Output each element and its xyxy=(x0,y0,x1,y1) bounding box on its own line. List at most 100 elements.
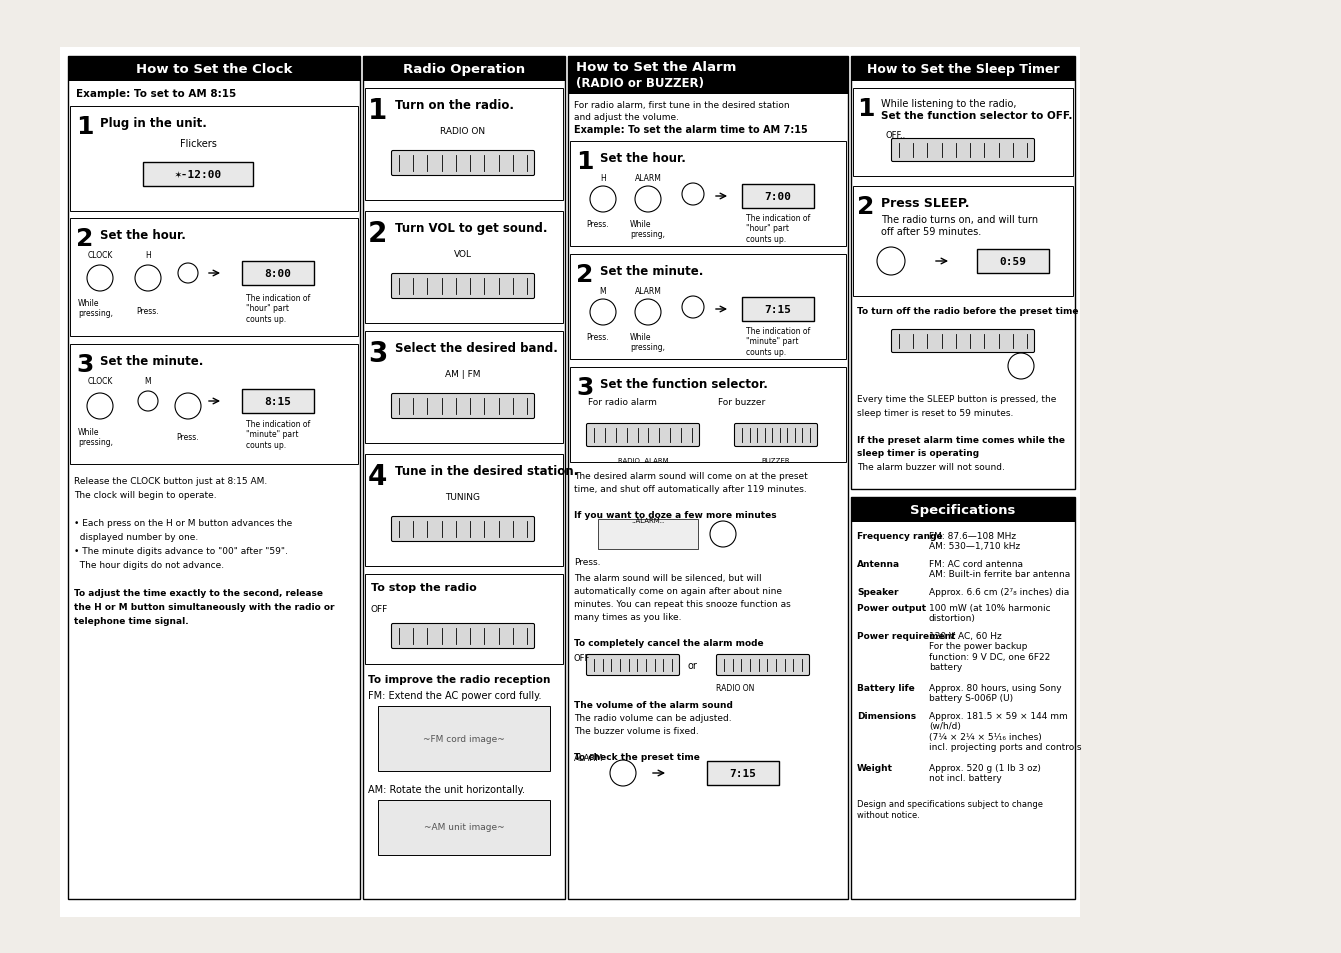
Text: 7:15: 7:15 xyxy=(730,768,756,779)
FancyBboxPatch shape xyxy=(392,624,535,649)
Text: RADIO  ALARM: RADIO ALARM xyxy=(618,457,668,463)
Bar xyxy=(570,254,846,359)
Bar xyxy=(143,163,253,187)
Text: 3: 3 xyxy=(76,353,94,376)
FancyBboxPatch shape xyxy=(892,330,1034,354)
Text: Turn on the radio.: Turn on the radio. xyxy=(396,99,514,112)
Text: Set the minute.: Set the minute. xyxy=(599,265,704,277)
Bar xyxy=(569,57,848,899)
Text: Press.: Press. xyxy=(176,433,198,441)
Bar xyxy=(363,57,565,899)
Text: Approx. 6.6 cm (2⁷₈ inches) dia: Approx. 6.6 cm (2⁷₈ inches) dia xyxy=(929,587,1069,597)
Text: Turn VOL to get sound.: Turn VOL to get sound. xyxy=(396,222,547,234)
Bar xyxy=(853,89,1073,177)
Text: M: M xyxy=(599,287,606,295)
Bar xyxy=(60,48,1080,917)
Text: To improve the radio reception: To improve the radio reception xyxy=(367,675,550,684)
Text: Approx. 80 hours, using Sony
battery S-006P (U): Approx. 80 hours, using Sony battery S-0… xyxy=(929,683,1062,702)
Bar xyxy=(742,185,814,209)
Text: Press.: Press. xyxy=(586,333,609,341)
Text: The buzzer volume is fixed.: The buzzer volume is fixed. xyxy=(574,726,699,735)
Text: Set the hour.: Set the hour. xyxy=(101,229,186,242)
Text: The indication of
"hour" part
counts up.: The indication of "hour" part counts up. xyxy=(245,294,310,323)
Text: Set the hour.: Set the hour. xyxy=(599,152,685,165)
Text: telephone time signal.: telephone time signal. xyxy=(74,617,189,625)
Text: Set the function selector.: Set the function selector. xyxy=(599,377,768,391)
Text: The alarm buzzer will not sound.: The alarm buzzer will not sound. xyxy=(857,462,1004,471)
Bar xyxy=(598,519,699,550)
Text: OFF..: OFF.. xyxy=(886,131,907,140)
Text: To stop the radio: To stop the radio xyxy=(371,582,477,593)
Text: How to Set the Clock: How to Set the Clock xyxy=(135,63,292,76)
Text: ~FM cord image~: ~FM cord image~ xyxy=(424,734,504,742)
Circle shape xyxy=(683,184,704,206)
Text: TUNING: TUNING xyxy=(445,493,480,501)
Text: minutes. You can repeat this snooze function as: minutes. You can repeat this snooze func… xyxy=(574,599,791,608)
Text: The volume of the alarm sound: The volume of the alarm sound xyxy=(574,700,734,709)
Text: or: or xyxy=(688,660,697,670)
Text: 4: 4 xyxy=(367,462,388,491)
Text: To check the preset time: To check the preset time xyxy=(574,752,700,761)
Text: The clock will begin to operate.: The clock will begin to operate. xyxy=(74,491,217,499)
Text: H: H xyxy=(601,173,606,183)
Text: How to Set the Sleep Timer: How to Set the Sleep Timer xyxy=(866,63,1059,76)
Text: To adjust the time exactly to the second, release: To adjust the time exactly to the second… xyxy=(74,588,323,598)
Text: 1: 1 xyxy=(857,97,874,121)
Text: For radio alarm, first tune in the desired station: For radio alarm, first tune in the desir… xyxy=(574,101,790,110)
Text: Weight: Weight xyxy=(857,763,893,772)
Text: Press.: Press. xyxy=(135,307,158,315)
Text: • The minute digits advance to "00" after "59".: • The minute digits advance to "00" afte… xyxy=(74,546,288,556)
Text: automatically come on again after about nine: automatically come on again after about … xyxy=(574,586,782,596)
Bar xyxy=(70,219,358,336)
Bar xyxy=(70,345,358,464)
Text: Press.: Press. xyxy=(586,220,609,229)
Text: OFF: OFF xyxy=(574,654,590,662)
Text: Battery life: Battery life xyxy=(857,683,915,692)
Text: For buzzer: For buzzer xyxy=(717,397,766,407)
Text: • Each press on the H or M button advances the: • Each press on the H or M button advanc… xyxy=(74,518,292,527)
Bar xyxy=(365,455,563,566)
Text: RADIO ON: RADIO ON xyxy=(440,127,485,136)
Text: Power requirement: Power requirement xyxy=(857,631,956,640)
Bar xyxy=(378,801,550,855)
FancyBboxPatch shape xyxy=(392,274,535,299)
Text: CLOCK: CLOCK xyxy=(87,251,113,260)
FancyBboxPatch shape xyxy=(586,655,680,676)
FancyBboxPatch shape xyxy=(586,424,700,447)
Text: For radio alarm: For radio alarm xyxy=(587,397,657,407)
Bar xyxy=(70,107,358,212)
Text: To turn off the radio before the preset time: To turn off the radio before the preset … xyxy=(857,307,1078,315)
Circle shape xyxy=(178,264,198,284)
Text: The indication of
"minute" part
counts up.: The indication of "minute" part counts u… xyxy=(245,419,310,449)
Text: Approx. 181.5 × 59 × 144 mm
(w/h/d)
(7¼ × 2¼ × 5⅟₁₆ inches)
incl. projecting por: Approx. 181.5 × 59 × 144 mm (w/h/d) (7¼ … xyxy=(929,711,1081,751)
Text: The radio volume can be adjusted.: The radio volume can be adjusted. xyxy=(574,713,732,722)
Text: Dimensions: Dimensions xyxy=(857,711,916,720)
Circle shape xyxy=(138,392,158,412)
Text: 8:15: 8:15 xyxy=(264,396,291,407)
Text: Example: To set to AM 8:15: Example: To set to AM 8:15 xyxy=(76,89,236,99)
Text: and adjust the volume.: and adjust the volume. xyxy=(574,112,679,122)
Bar xyxy=(363,57,565,82)
FancyBboxPatch shape xyxy=(392,395,535,419)
Bar xyxy=(68,57,359,899)
Bar xyxy=(365,575,563,664)
Text: Radio Operation: Radio Operation xyxy=(402,63,526,76)
Text: 2: 2 xyxy=(577,263,593,287)
Text: Press SLEEP.: Press SLEEP. xyxy=(881,196,970,210)
Text: 3: 3 xyxy=(577,375,593,399)
Bar xyxy=(365,332,563,443)
Text: without notice.: without notice. xyxy=(857,810,920,820)
Bar xyxy=(852,497,1075,899)
Text: 2: 2 xyxy=(857,194,874,219)
Bar xyxy=(742,297,814,322)
Text: 1: 1 xyxy=(577,150,594,173)
Text: 120 V AC, 60 Hz
For the power backup
function: 9 V DC, one 6F22
battery: 120 V AC, 60 Hz For the power backup fun… xyxy=(929,631,1050,672)
FancyBboxPatch shape xyxy=(392,517,535,542)
Text: RADIO ON: RADIO ON xyxy=(716,683,755,692)
Text: displayed number by one.: displayed number by one. xyxy=(74,533,198,541)
Text: The radio turns on, and will turn: The radio turns on, and will turn xyxy=(881,214,1038,225)
Text: While
pressing,: While pressing, xyxy=(630,333,665,352)
Text: Speaker: Speaker xyxy=(857,587,898,597)
FancyBboxPatch shape xyxy=(892,139,1034,162)
Text: FM: AC cord antenna
AM: Built-in ferrite bar antenna: FM: AC cord antenna AM: Built-in ferrite… xyxy=(929,559,1070,578)
